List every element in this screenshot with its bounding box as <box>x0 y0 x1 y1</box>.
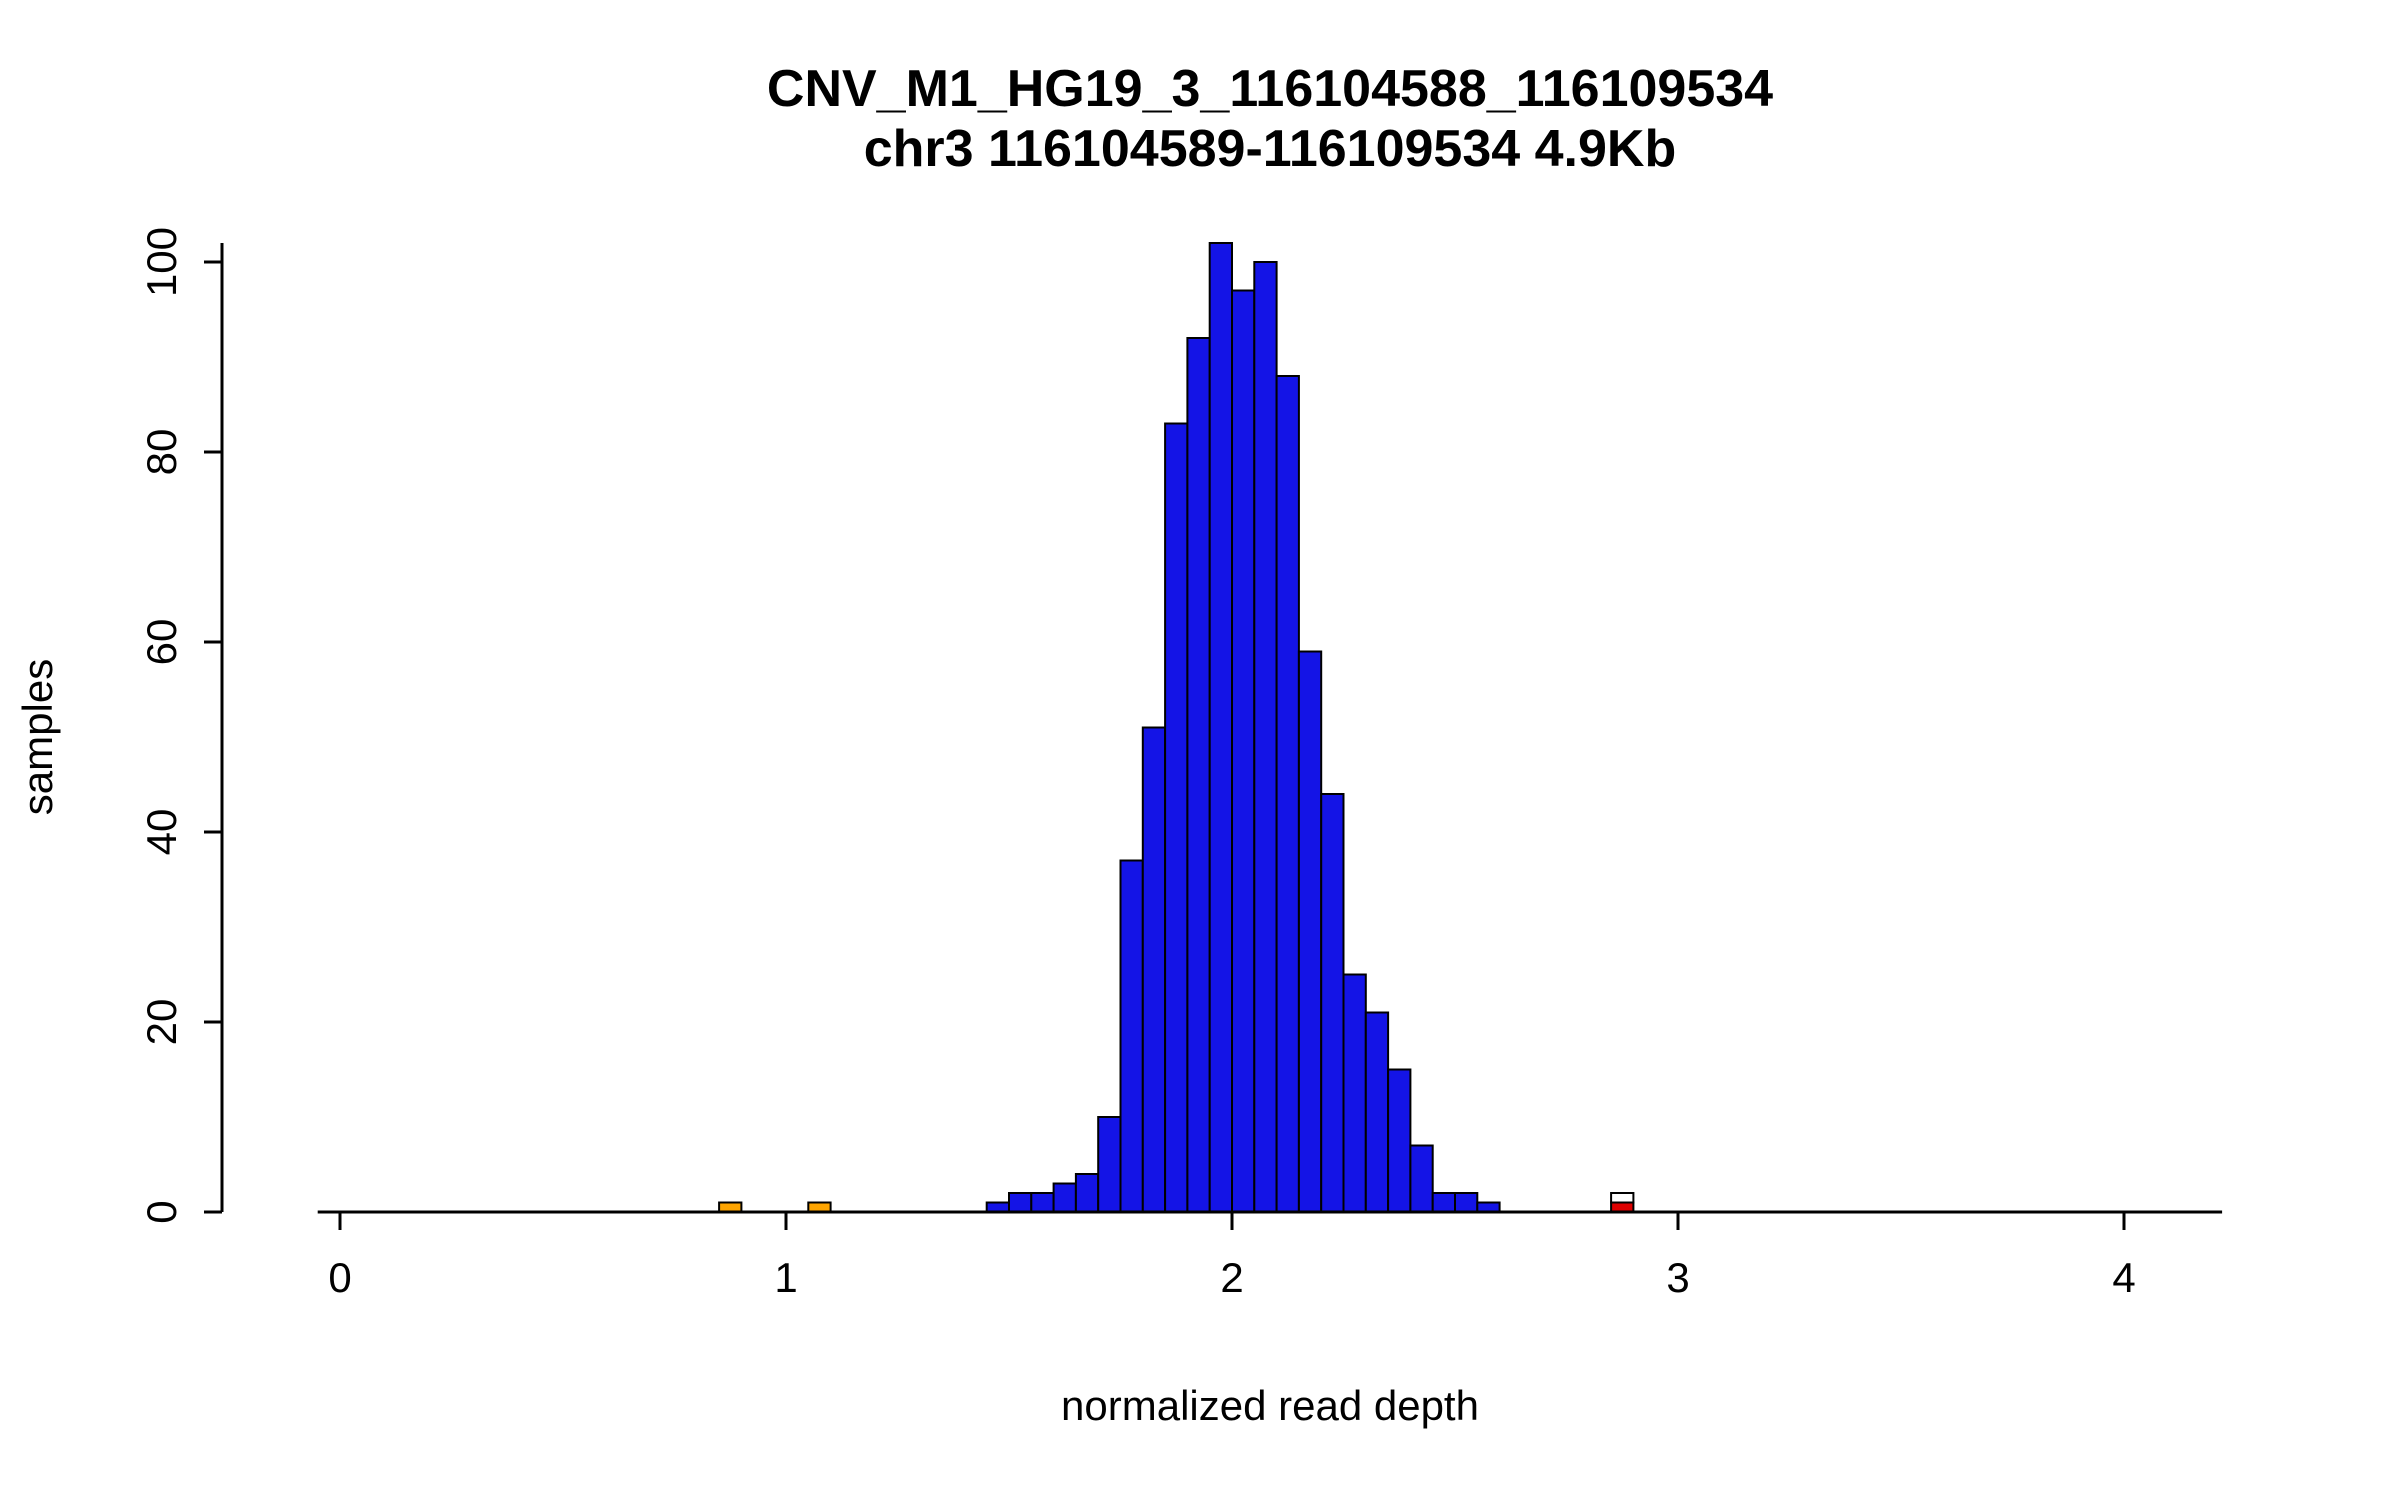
histogram-bar <box>1342 973 1367 1213</box>
histogram-bar <box>1186 337 1211 1213</box>
chart-title: CNV_M1_HG19_3_116104588_116109534 <box>767 60 1773 118</box>
histogram-bar <box>1052 1182 1077 1213</box>
chart-subtitle: chr3 116104589-116109534 4.9Kb <box>864 120 1676 178</box>
histogram-bar <box>1030 1192 1055 1213</box>
x-tick-label: 4 <box>2112 1254 2135 1301</box>
histogram-bar <box>1119 859 1144 1213</box>
x-tick-label: 0 <box>328 1254 351 1301</box>
y-tick-label: 60 <box>138 619 185 666</box>
y-axis-label: samples <box>14 659 61 815</box>
histogram-bar <box>1231 289 1256 1213</box>
histogram-bar <box>1454 1192 1479 1213</box>
x-tick-label: 2 <box>1220 1254 1243 1301</box>
histogram-bar <box>1387 1068 1412 1213</box>
x-tick-label: 3 <box>1666 1254 1689 1301</box>
histogram-bar <box>1409 1144 1434 1213</box>
histogram-bar <box>1253 261 1278 1213</box>
histogram-bar <box>1141 726 1167 1213</box>
x-tick-label: 1 <box>774 1254 797 1301</box>
histogram-bar <box>1297 650 1323 1213</box>
histogram-bar <box>1164 422 1189 1213</box>
y-tick-label: 20 <box>138 999 185 1046</box>
bars-layer <box>718 242 1635 1213</box>
histogram-bar <box>1610 1192 1635 1204</box>
histogram-bar <box>1364 1011 1390 1213</box>
y-tick-label: 0 <box>138 1200 185 1223</box>
histogram-bar <box>1008 1192 1033 1213</box>
histogram-bar <box>1275 375 1300 1213</box>
y-tick-label: 80 <box>138 429 185 476</box>
histogram-bar <box>1074 1173 1100 1213</box>
histogram-bar <box>1431 1192 1456 1213</box>
x-axis-label: normalized read depth <box>1061 1382 1479 1429</box>
y-tick-label: 100 <box>138 227 185 297</box>
histogram-bar <box>1097 1116 1122 1213</box>
histogram-bar <box>1320 793 1345 1213</box>
y-tick-label: 40 <box>138 809 185 856</box>
histogram-bar <box>1208 242 1233 1213</box>
